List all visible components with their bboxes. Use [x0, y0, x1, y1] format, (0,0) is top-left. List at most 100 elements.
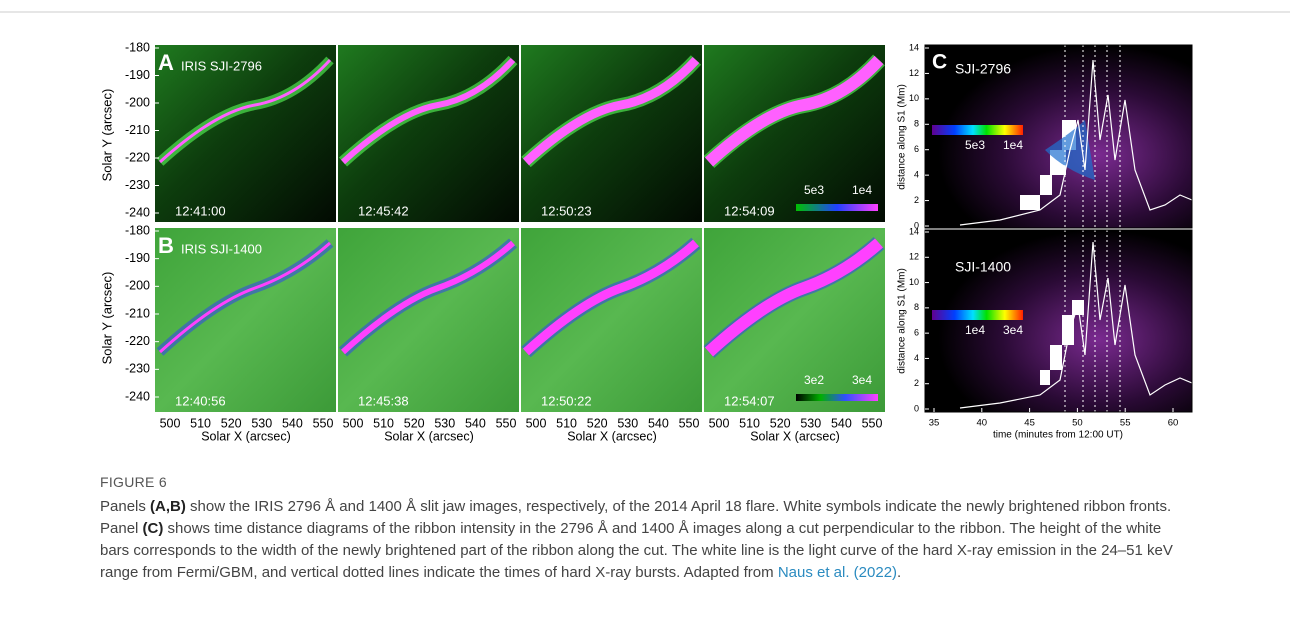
y-tick-label: -210	[125, 306, 150, 320]
tdd-bottom	[925, 230, 1192, 412]
caption-text: shows time distance diagrams of the ribb…	[100, 520, 1173, 581]
x-tick-label: 500	[160, 416, 181, 430]
y-tick-label: 8	[914, 119, 919, 129]
timestamp: 12:45:38	[358, 393, 409, 408]
panel-title: SJI-1400	[955, 259, 1011, 275]
x-tick-label: 520	[770, 416, 791, 430]
colorbar	[796, 204, 878, 211]
timestamp: 12:41:00	[175, 203, 226, 218]
x-tick-label: 520	[221, 416, 242, 430]
citation-link[interactable]: Naus et al. (2022)	[777, 564, 898, 581]
y-tick-label: -230	[125, 178, 150, 192]
y-tick-label: -210	[125, 123, 150, 137]
y-tick-label: 4	[914, 353, 919, 363]
x-tick-label: 530	[617, 416, 638, 430]
image	[338, 45, 519, 222]
colorbar-label: 3e4	[1003, 323, 1023, 337]
y-tick-label: -180	[125, 223, 150, 237]
x-tick-label: 550	[313, 416, 334, 430]
x-axis-title: Solar X (arcsec)	[201, 429, 291, 443]
image	[155, 45, 336, 222]
x-tick-label: 530	[800, 416, 821, 430]
image-tiles: 12:41:00 12:45:42 12:50:23 12:54:09 A IRIS SJ…	[125, 40, 885, 443]
x-tick-label: 510	[739, 416, 760, 430]
axis-frame	[924, 229, 1193, 413]
y-tick-label: 6	[914, 328, 919, 338]
y-tick-label: 10	[909, 93, 919, 103]
panel-title: SJI-2796	[955, 61, 1011, 77]
ribbon-front	[158, 241, 331, 354]
y-tick-label: -200	[125, 279, 150, 293]
light-curve	[959, 59, 1193, 226]
y-tick-label: 0	[914, 220, 919, 230]
x-tick-label: 540	[831, 416, 852, 430]
ribbon-bars	[1025, 300, 1084, 385]
x-axis-title: time (minutes from 12:00 UT)	[993, 430, 1123, 441]
y-tick-label: 4	[914, 170, 919, 180]
y-tick-label: -190	[125, 251, 150, 265]
ribbon-front	[704, 55, 884, 167]
light-curve	[959, 241, 1193, 409]
x-tick-label: 35	[929, 418, 940, 429]
caption-text: Panels	[100, 498, 151, 515]
y-tick-label: -190	[125, 68, 150, 82]
x-tick-label: 550	[496, 416, 517, 430]
y-axis-title: Solar Y (arcsec)	[99, 272, 114, 365]
y-tick-label: -220	[125, 334, 150, 348]
x-tick-label: 510	[373, 416, 394, 430]
ribbon-front	[704, 238, 883, 357]
x-tick-label: 550	[679, 416, 700, 430]
y-tick-label: 14	[909, 226, 919, 236]
caption: Panels (A,B) show the IRIS 2796 Å and 14…	[100, 496, 1190, 584]
y-tick-label: 0	[914, 403, 919, 413]
caption-label: FIGURE 6	[100, 474, 167, 490]
ribbon-front	[522, 56, 700, 166]
panel-c: C SJI-2796 5e3 1e4 SJI-1400 1e4 3e4 dist…	[897, 42, 1193, 441]
x-axis-title: Solar X (arcsec)	[750, 429, 840, 443]
y-tick-label: 14	[909, 42, 919, 52]
x-tick-label: 55	[1120, 418, 1131, 429]
x-tick-label: 40	[977, 418, 988, 429]
ribbon-front	[522, 239, 699, 356]
x-tick-label: 500	[343, 416, 364, 430]
x-tick-label: 60	[1168, 418, 1179, 429]
x-tick-label: 510	[556, 416, 577, 430]
ribbon-front	[340, 57, 516, 165]
timestamp: 12:54:09	[724, 203, 775, 218]
figure: 12:41:00 12:45:42 12:50:23 12:54:09 A IRIS SJ…	[0, 11, 1290, 443]
colorbar-label: 5e3	[965, 138, 985, 152]
caption-text: .	[897, 564, 902, 581]
y-tick-label: -200	[125, 95, 150, 109]
axis-frame	[924, 44, 1193, 229]
colorbar-label: 1e4	[965, 323, 985, 337]
ribbon-front	[340, 240, 515, 355]
x-tick-label: 520	[404, 416, 425, 430]
x-tick-label: 540	[465, 416, 486, 430]
y-tick-label: -240	[125, 389, 150, 403]
ribbon-front	[158, 58, 332, 164]
x-tick-label: 50	[1072, 418, 1083, 429]
x-tick-label: 520	[587, 416, 608, 430]
colorbar-label: 1e4	[852, 183, 872, 197]
y-tick-label: -220	[125, 150, 150, 164]
y-tick-label: -240	[125, 205, 150, 219]
timestamp: 12:50:23	[541, 203, 592, 218]
x-tick-label: 500	[709, 416, 730, 430]
y-tick-label: 10	[909, 277, 919, 287]
timestamp: 12:54:07	[724, 393, 775, 408]
caption-ref: (C)	[142, 520, 164, 537]
x-axis-title: Solar X (arcsec)	[384, 429, 474, 443]
y-tick-label: 2	[914, 195, 919, 205]
y-tick-label: -230	[125, 362, 150, 376]
y-tick-label: 2	[914, 378, 919, 388]
y-tick-label: -180	[125, 40, 150, 54]
x-tick-label: 510	[190, 416, 211, 430]
colorbar-label: 3e2	[804, 373, 824, 387]
timestamp: 12:45:42	[358, 203, 409, 218]
x-tick-label: 540	[282, 416, 303, 430]
y-axis-title: Solar Y (arcsec)	[99, 89, 114, 182]
panel-label: B	[158, 233, 174, 258]
caption-ref: (A,B)	[150, 498, 186, 515]
panel-title: IRIS SJI-2796	[181, 58, 262, 73]
